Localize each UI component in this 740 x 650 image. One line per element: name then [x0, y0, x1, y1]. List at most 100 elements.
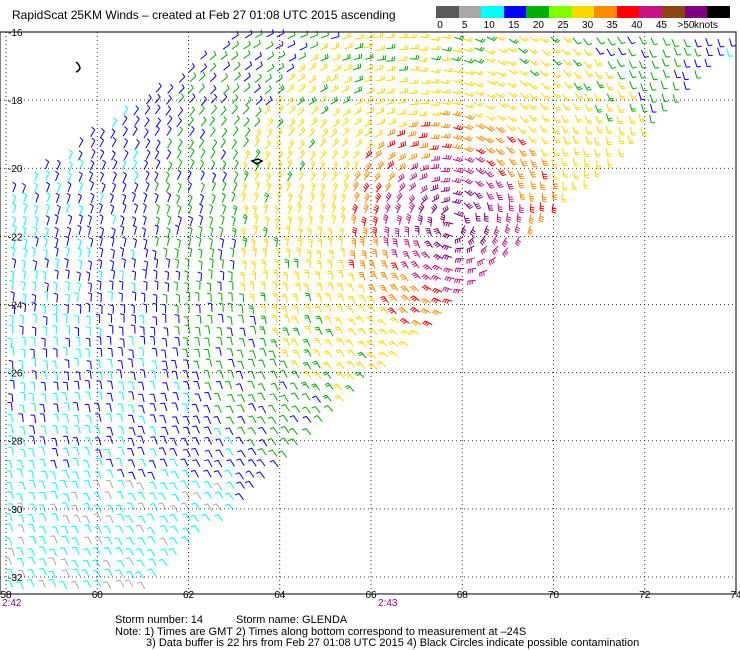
- wind-barb: [454, 35, 465, 41]
- wind-barb: [99, 128, 105, 139]
- wind-barb: [33, 226, 38, 237]
- wind-barb: [474, 191, 484, 199]
- wind-barb: [377, 55, 387, 61]
- legend-swatch: [503, 6, 527, 18]
- wind-barb: [332, 118, 340, 128]
- wind-barb: [65, 202, 70, 213]
- wind-barb: [410, 162, 419, 171]
- wind-barb: [425, 228, 432, 237]
- wind-barb: [273, 269, 278, 279]
- wind-barb: [51, 448, 59, 457]
- wind-barb: [376, 75, 385, 82]
- wind-barb: [274, 216, 280, 227]
- wind-barb: [484, 170, 495, 178]
- wind-barb: [117, 446, 125, 456]
- wind-barb: [380, 271, 388, 280]
- wind-barb: [315, 315, 323, 324]
- lon-label: 64: [274, 590, 286, 601]
- wind-barb: [409, 100, 420, 106]
- wind-barb: [17, 502, 25, 511]
- wind-barb: [30, 414, 37, 424]
- lon-label: 70: [548, 590, 560, 601]
- wind-barb: [119, 338, 125, 348]
- wind-barb: [72, 447, 80, 456]
- wind-barb: [440, 167, 451, 173]
- wind-barb: [12, 203, 17, 214]
- wind-barb: [21, 302, 27, 313]
- wind-barb: [366, 295, 376, 304]
- legend-swatch: [616, 6, 640, 18]
- wind-barb: [298, 139, 305, 150]
- wind-barb: [39, 513, 47, 522]
- wind-barb: [252, 246, 257, 257]
- wind-barb: [189, 125, 195, 136]
- island-rodrigues: [75, 61, 81, 73]
- wind-barb: [122, 236, 127, 247]
- wind-barb: [321, 170, 327, 181]
- wind-barb: [177, 182, 182, 193]
- wind-barb: [250, 316, 256, 325]
- wind-barb: [196, 314, 202, 324]
- wind-barb: [121, 258, 126, 268]
- wind-barb: [292, 327, 300, 336]
- wind-barb: [307, 204, 313, 215]
- wind-barb: [94, 402, 101, 412]
- wind-barb: [375, 192, 382, 203]
- wind-barb: [7, 424, 14, 434]
- wind-barb: [211, 139, 218, 150]
- wind-barb: [638, 113, 645, 123]
- wind-barb: [451, 56, 462, 62]
- wind-barb: [153, 258, 159, 268]
- wind-barb: [313, 337, 322, 346]
- wind-barb: [291, 370, 300, 379]
- wind-barb: [44, 159, 50, 170]
- wind-barb: [97, 347, 103, 357]
- wind-barb: [374, 32, 384, 38]
- wind-barb: [193, 380, 201, 390]
- wind-barb: [128, 381, 135, 390]
- wind-barb: [10, 246, 16, 257]
- wind-barb: [238, 314, 244, 324]
- wind-barb: [473, 201, 482, 210]
- wind-barb: [414, 225, 420, 235]
- wind-barb: [143, 260, 149, 271]
- wind-barb: [607, 61, 616, 69]
- wind-barb: [361, 216, 367, 227]
- wind-barb: [386, 160, 395, 170]
- wind-barb: [409, 44, 420, 50]
- wind-barb: [200, 170, 205, 181]
- wind-barb: [322, 394, 332, 402]
- wind-barb: [331, 32, 340, 40]
- wind-barb: [519, 80, 530, 87]
- wind-barb: [237, 360, 245, 370]
- wind-barb: [194, 337, 201, 346]
- wind-barb: [464, 189, 475, 196]
- wind-barb: [52, 313, 58, 323]
- wind-barb: [238, 304, 244, 314]
- wind-barb: [39, 491, 47, 501]
- wind-barb: [247, 394, 256, 403]
- wind-barb: [168, 547, 177, 556]
- wind-barb: [217, 248, 223, 259]
- wind-barb: [628, 70, 637, 79]
- wind-barb: [341, 149, 349, 159]
- wind-barb: [323, 404, 334, 412]
- wind-barb: [16, 460, 24, 469]
- wind-barb: [154, 125, 160, 136]
- wind-barb: [216, 337, 223, 346]
- wind-barb: [243, 72, 251, 82]
- wind-barb: [177, 158, 183, 170]
- wind-barb: [155, 216, 160, 227]
- wind-barb: [6, 470, 13, 479]
- wind-barb: [220, 149, 226, 160]
- wind-barb: [224, 448, 234, 456]
- wind-barb: [78, 171, 83, 182]
- wind-barb: [215, 438, 224, 447]
- wind-barb: [219, 258, 224, 269]
- legend-swatch: [594, 6, 617, 18]
- wind-barb: [562, 93, 571, 102]
- wind-barb: [31, 370, 37, 380]
- wind-barb: [277, 150, 284, 161]
- wind-barb: [473, 112, 484, 118]
